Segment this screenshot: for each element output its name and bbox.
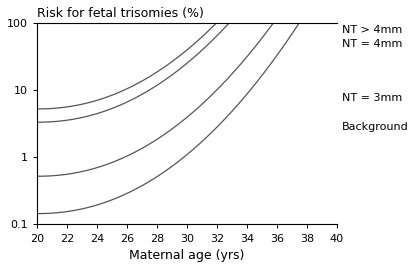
Text: NT = 3mm: NT = 3mm [342,93,403,103]
Text: Background: Background [342,122,409,132]
Text: NT > 4mm: NT > 4mm [342,25,403,35]
Text: NT = 4mm: NT = 4mm [342,39,403,49]
X-axis label: Maternal age (yrs): Maternal age (yrs) [129,249,245,262]
Text: Risk for fetal trisomies (%): Risk for fetal trisomies (%) [37,7,204,20]
